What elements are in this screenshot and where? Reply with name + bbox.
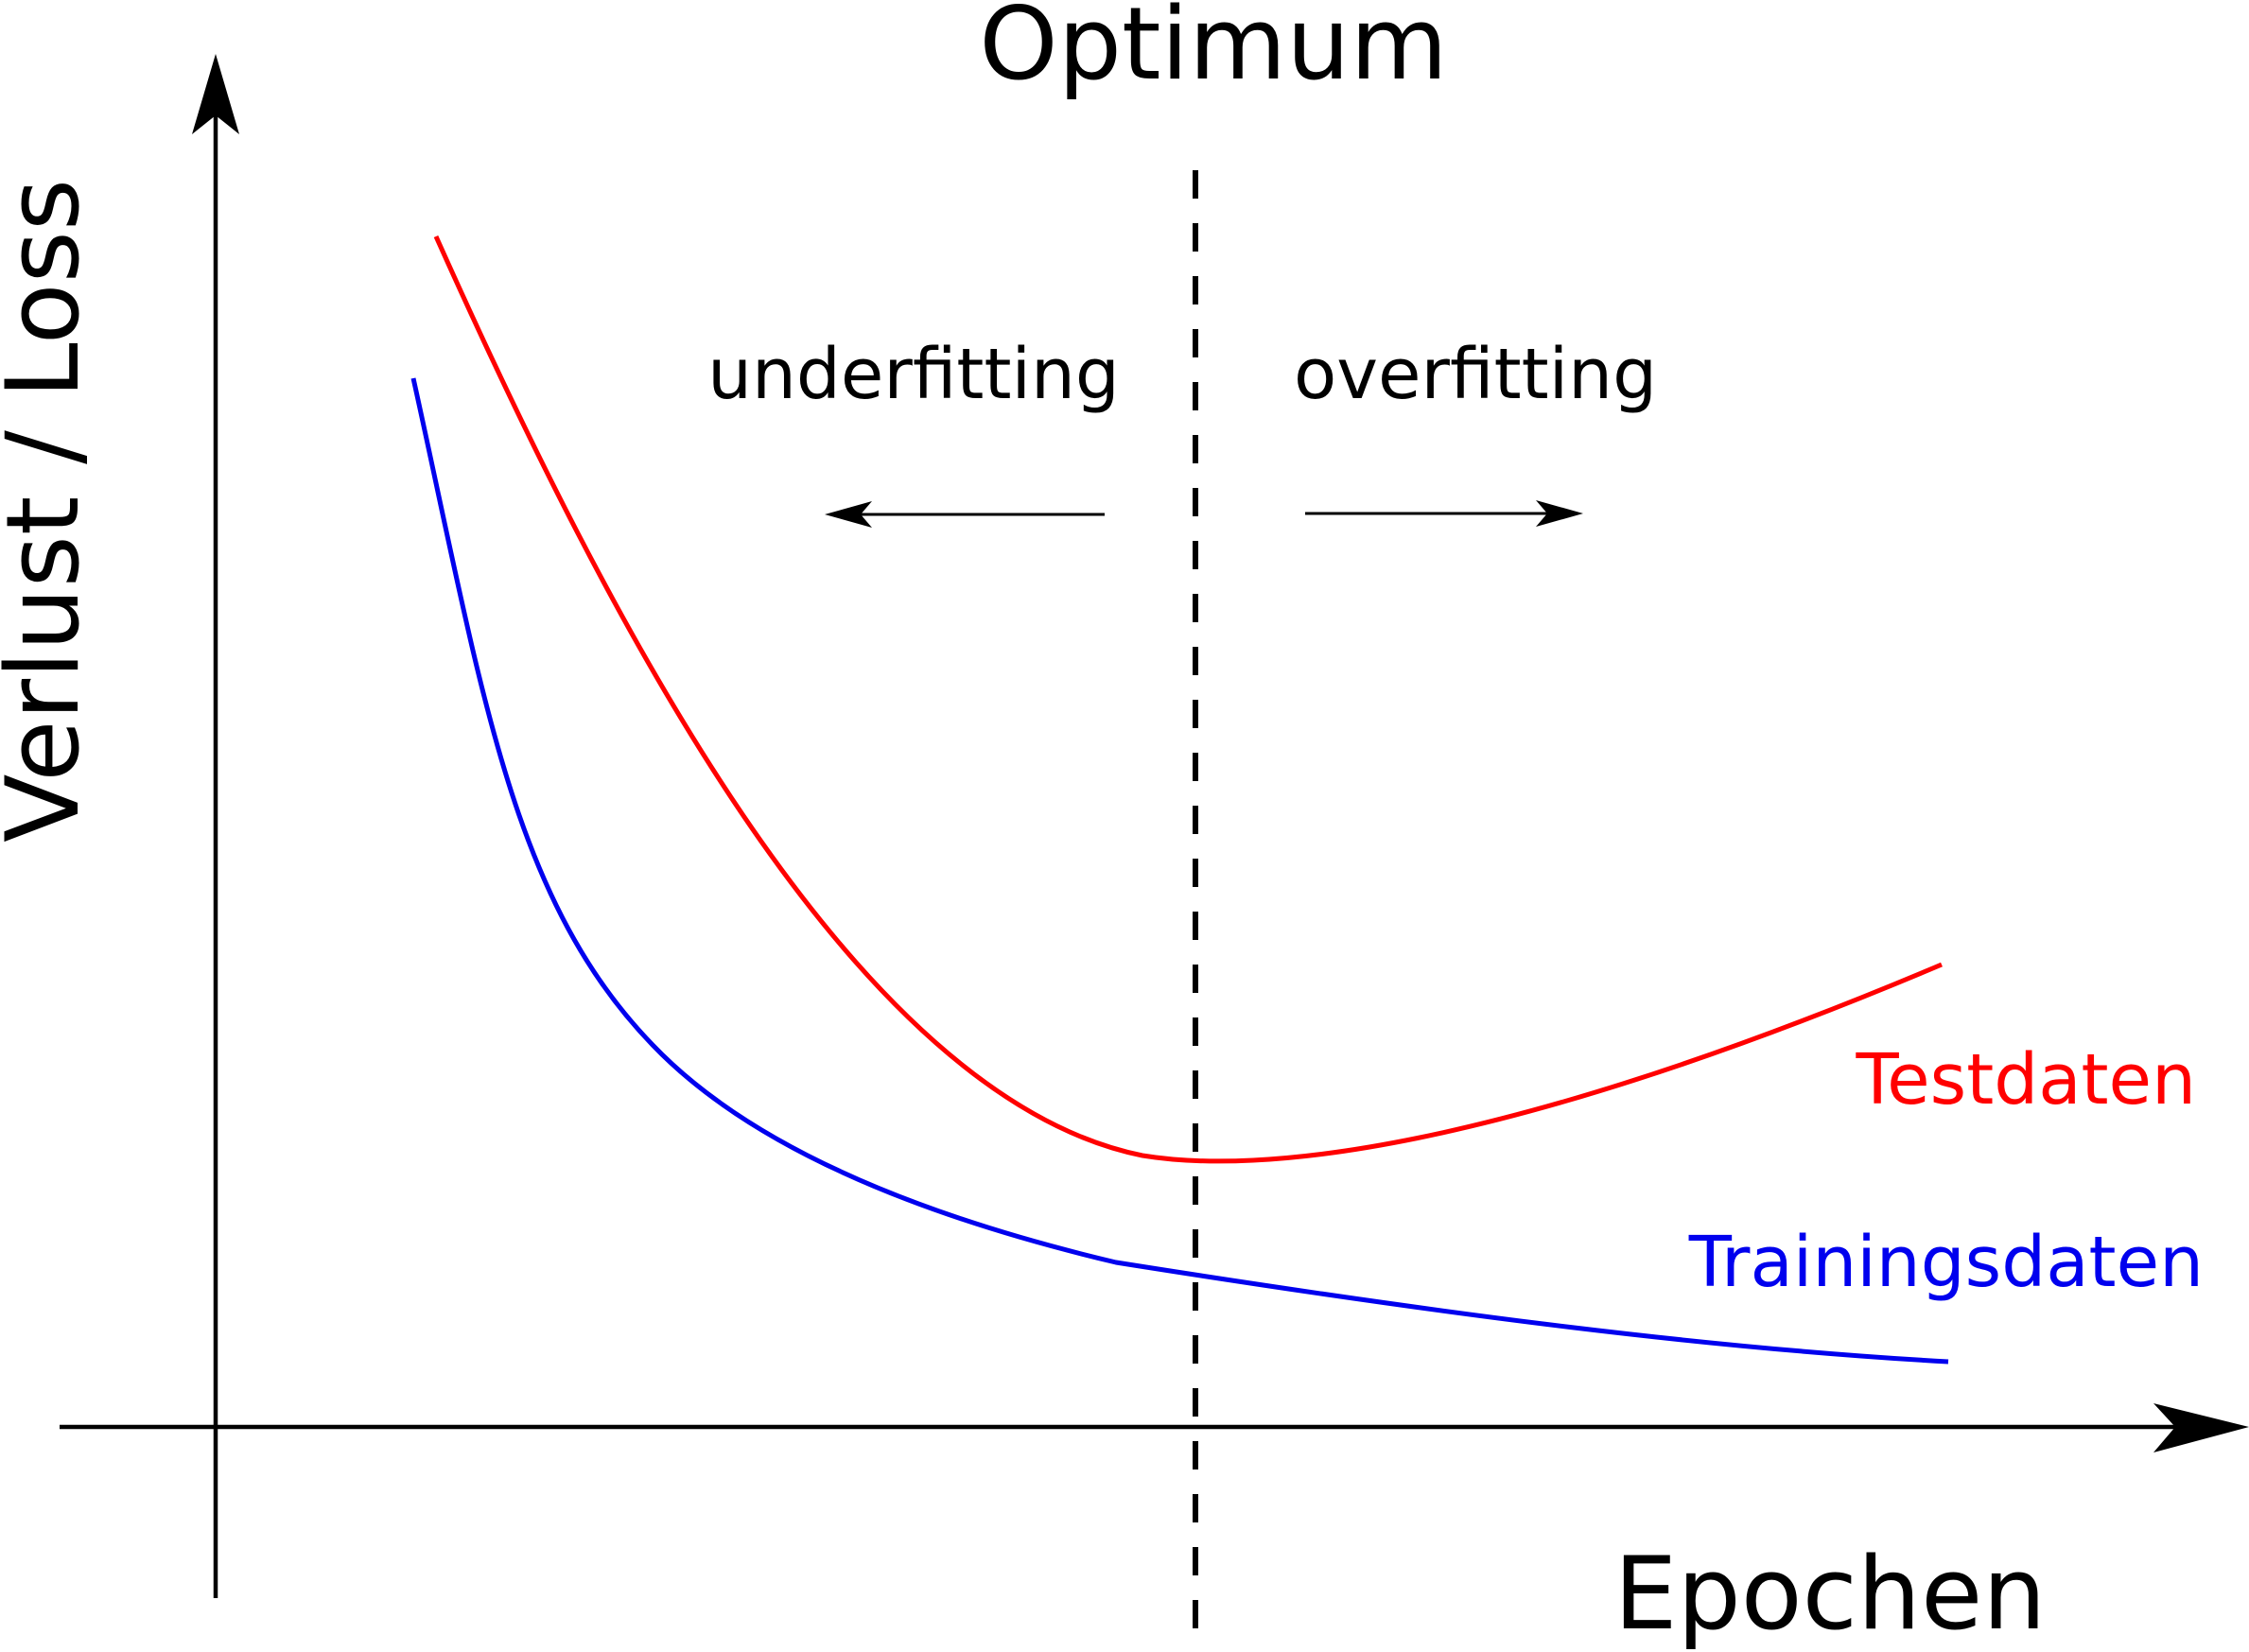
y-axis-label: Verlust / Loss: [0, 179, 101, 843]
underfitting-arrowhead: [825, 501, 872, 528]
underfitting-label: underfitting: [707, 334, 1120, 415]
trainingsdaten-label: Trainingsdaten: [1688, 1222, 2204, 1303]
optimum-label: Optimum: [979, 0, 1447, 102]
y-axis-arrowhead: [192, 54, 239, 134]
overfitting-arrowhead: [1536, 500, 1583, 527]
x-axis-label: Epochen: [1614, 1536, 2047, 1652]
testdaten-label: Testdaten: [1856, 1039, 2197, 1121]
testdaten-curve: [433, 235, 1943, 1164]
x-axis-arrowhead: [2153, 1403, 2249, 1452]
trainingsdaten-curve: [410, 377, 1949, 1365]
overfitting-label: overfitting: [1294, 334, 1657, 415]
